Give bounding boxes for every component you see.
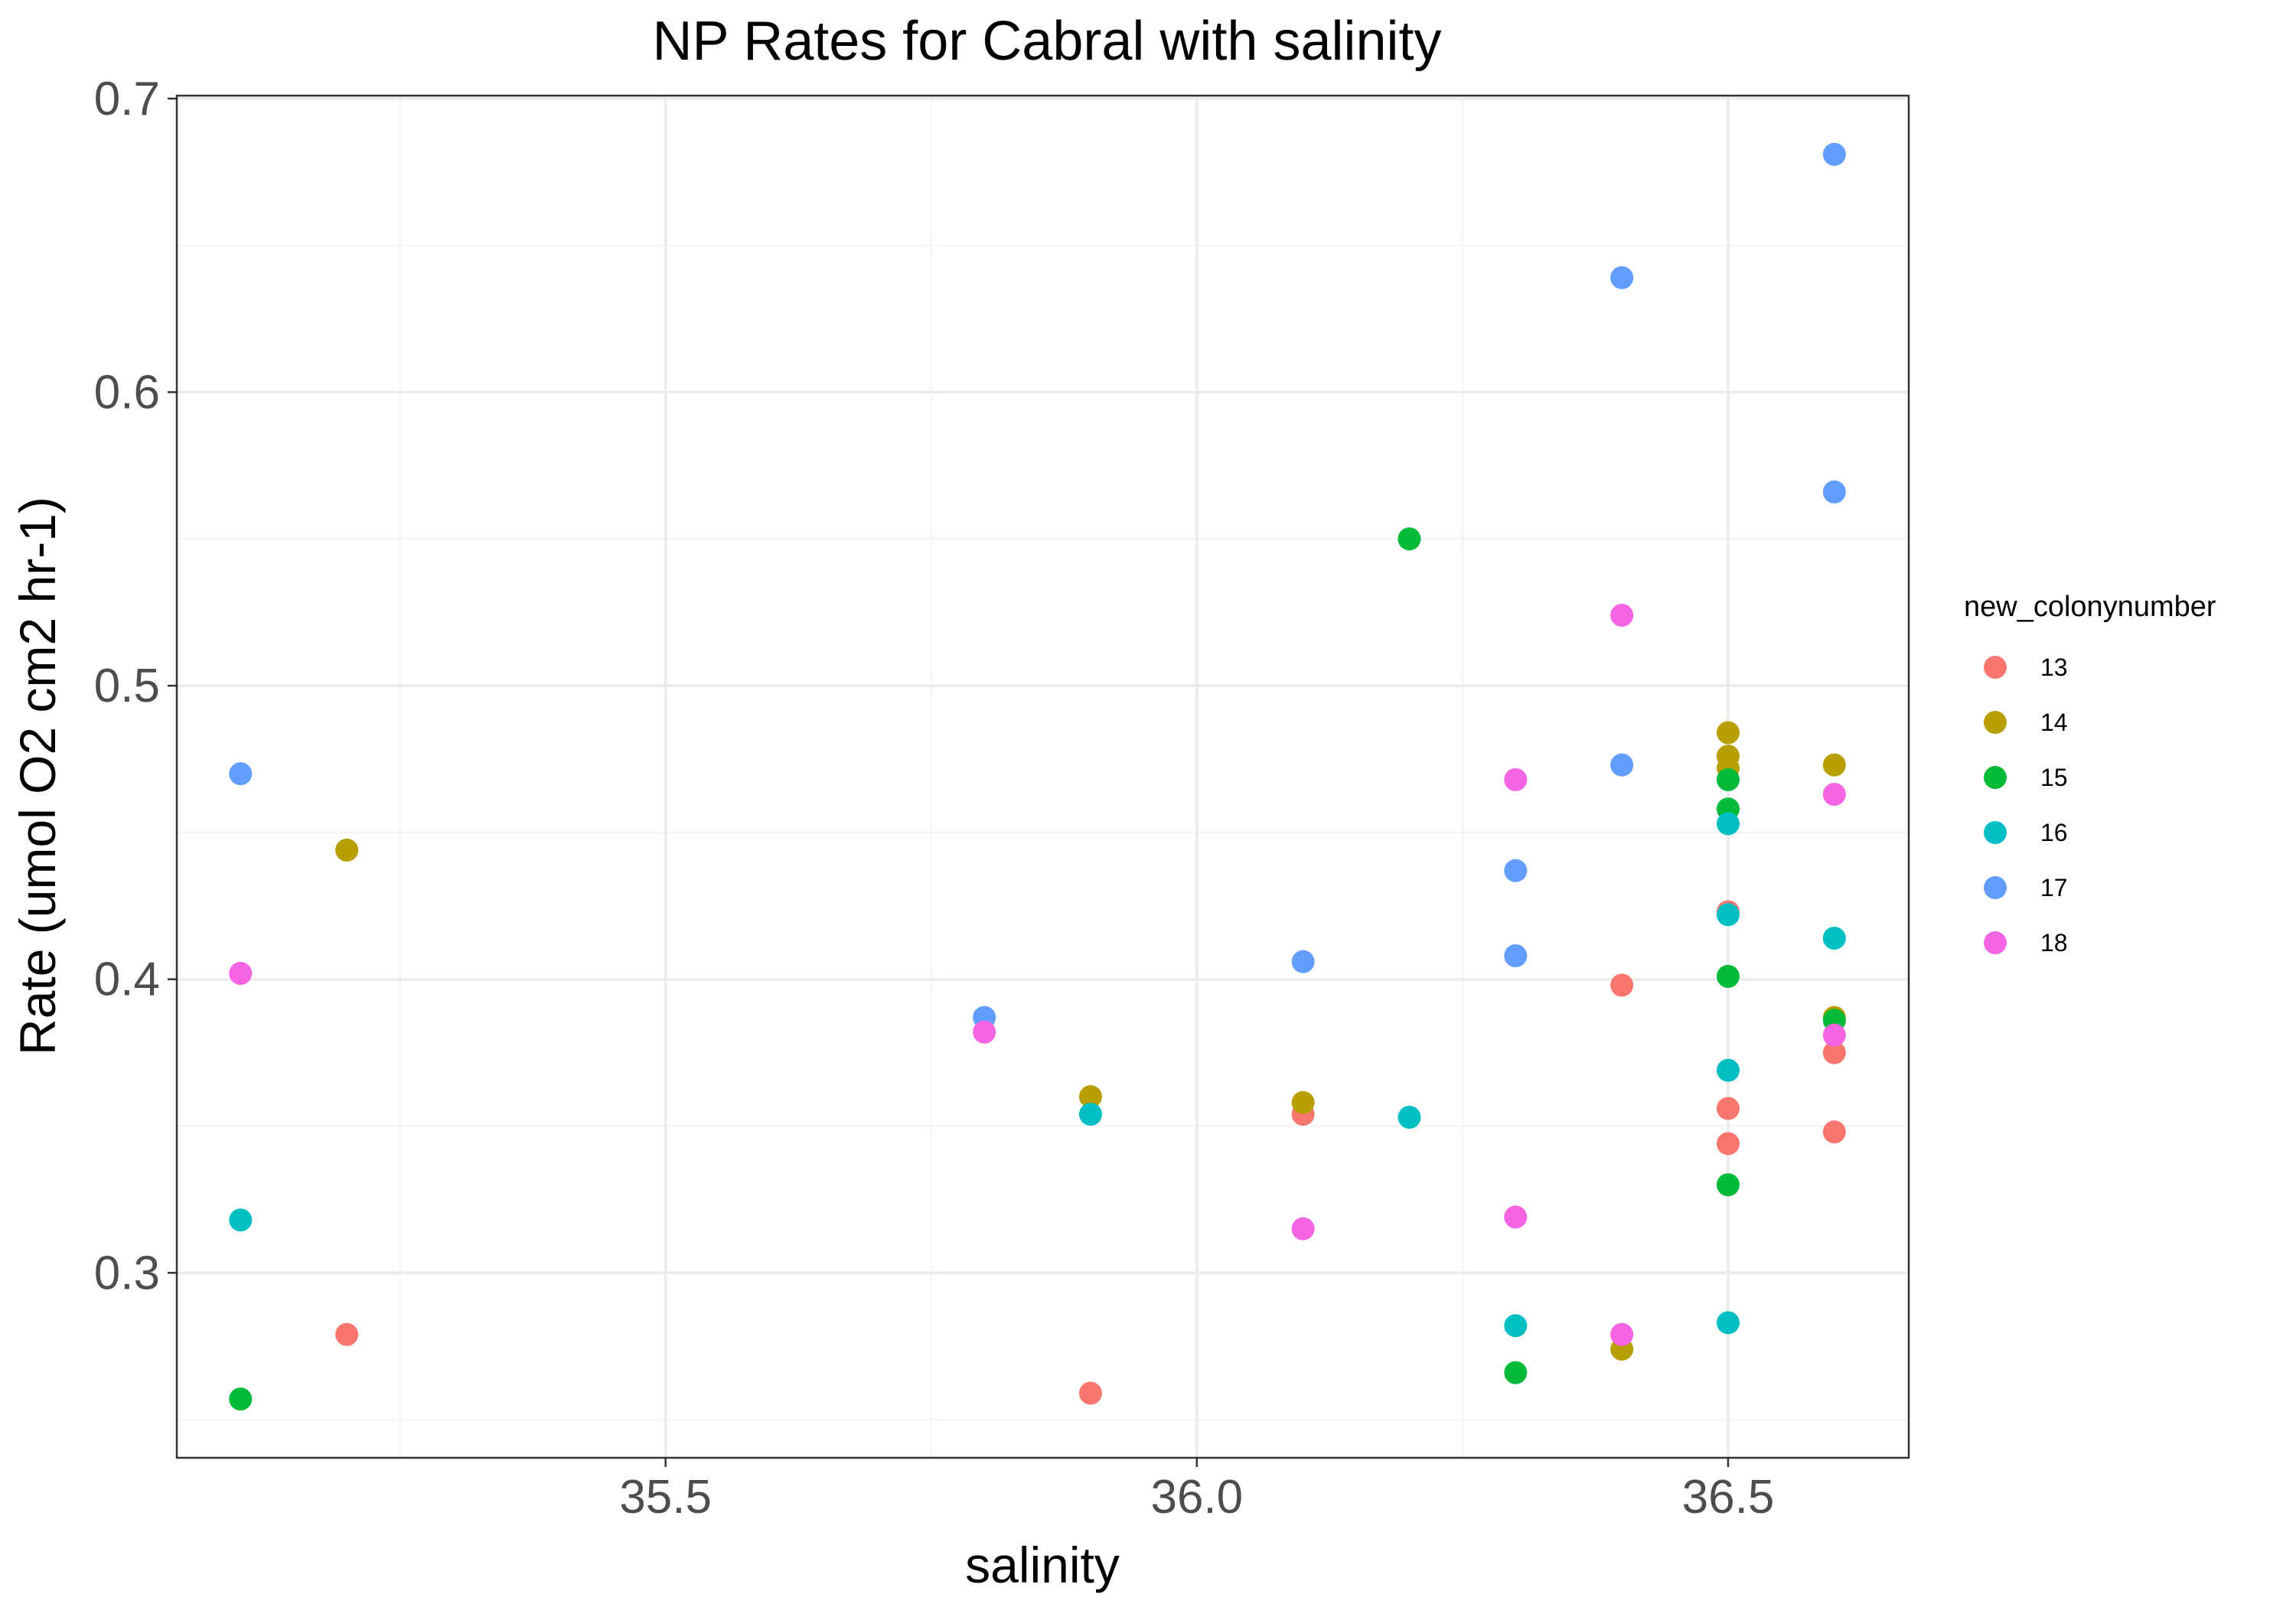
data-point <box>1504 1361 1528 1384</box>
plot-panel-border <box>175 94 1910 1459</box>
x-axis-title: salinity <box>965 1537 1120 1593</box>
legend-label: 16 <box>2040 819 2068 846</box>
data-point <box>1822 926 1846 950</box>
y-tick-label: 0.5 <box>94 660 160 712</box>
legend-key <box>1984 711 2007 734</box>
legend-item: 15 <box>1984 764 2068 791</box>
data-point <box>1504 944 1528 968</box>
scatter-points <box>229 142 1846 1411</box>
data-point <box>1504 1314 1528 1338</box>
data-point <box>1822 783 1846 807</box>
data-point <box>229 1387 253 1411</box>
data-point <box>1291 950 1315 973</box>
data-point <box>1716 721 1740 745</box>
legend-item: 14 <box>1984 709 2068 736</box>
data-point <box>1504 1205 1528 1229</box>
data-point <box>335 838 359 862</box>
data-point <box>1716 1097 1740 1120</box>
x-tick-label: 35.5 <box>619 1471 712 1524</box>
y-axis-title: Rate (umol O2 cm2 hr-1) <box>9 497 66 1055</box>
data-point <box>1716 1132 1740 1156</box>
y-tick-label: 0.7 <box>94 73 160 125</box>
data-point <box>1610 266 1634 289</box>
data-point <box>1610 973 1634 997</box>
legend-key <box>1984 766 2007 789</box>
data-point <box>335 1322 359 1346</box>
legend-label: 17 <box>2040 874 2068 901</box>
y-tick-label: 0.4 <box>94 953 160 1006</box>
data-point <box>1291 1217 1315 1240</box>
legend-key <box>1984 876 2007 899</box>
y-tick-label: 0.3 <box>94 1247 160 1299</box>
data-point <box>229 1208 253 1232</box>
data-point <box>1078 1103 1102 1126</box>
legend-item: 13 <box>1984 654 2068 681</box>
series-17 <box>229 142 1846 1029</box>
data-point <box>1822 480 1846 504</box>
series-16 <box>229 812 1846 1338</box>
x-tick-label: 36.5 <box>1682 1471 1775 1524</box>
data-point <box>1610 753 1634 777</box>
data-point <box>1822 1023 1846 1047</box>
data-point <box>1822 1041 1846 1064</box>
data-point <box>1716 1173 1740 1197</box>
data-point <box>1504 768 1528 791</box>
data-point <box>1716 812 1740 836</box>
legend-label: 15 <box>2040 764 2068 791</box>
legend-key <box>1984 821 2007 844</box>
legend-title: new_colonynumber <box>1964 591 2216 623</box>
data-point <box>1504 859 1528 882</box>
data-point <box>1610 1322 1634 1346</box>
data-point <box>1822 142 1846 166</box>
legend-key <box>1984 931 2007 954</box>
data-point <box>1078 1381 1102 1405</box>
data-point <box>1716 1058 1740 1082</box>
x-axis: 35.5 36.0 36.5 <box>619 1458 1774 1524</box>
series-18 <box>229 604 1846 1346</box>
data-point <box>1291 1090 1315 1114</box>
data-point <box>1397 527 1421 551</box>
data-point <box>229 762 253 786</box>
data-point <box>229 962 253 986</box>
x-tick-label: 36.0 <box>1150 1471 1243 1524</box>
series-15 <box>229 527 1846 1411</box>
legend-items: 13 14 15 16 17 18 <box>1984 654 2068 957</box>
legend-item: 18 <box>1984 929 2068 957</box>
data-point <box>1716 903 1740 927</box>
data-point <box>1822 753 1846 777</box>
legend: new_colonynumber 13 14 15 16 17 18 <box>1964 591 2216 957</box>
data-point <box>973 1020 996 1044</box>
data-point <box>1716 1311 1740 1335</box>
legend-item: 16 <box>1984 819 2068 846</box>
legend-key <box>1984 656 2007 679</box>
data-point <box>1397 1106 1421 1129</box>
data-point <box>1610 604 1634 627</box>
data-point <box>1078 1085 1102 1109</box>
chart-title: NP Rates for Cabral with salinity <box>652 11 1441 72</box>
legend-label: 18 <box>2040 929 2068 957</box>
y-axis: 0.3 0.4 0.5 0.6 0.7 <box>94 73 177 1299</box>
legend-label: 14 <box>2040 709 2068 736</box>
legend-label: 13 <box>2040 654 2068 681</box>
data-point <box>1716 964 1740 988</box>
y-tick-label: 0.6 <box>94 366 160 419</box>
plot-panel <box>177 96 1909 1458</box>
legend-item: 17 <box>1984 874 2068 901</box>
data-point <box>1822 1120 1846 1144</box>
data-point <box>1716 768 1740 791</box>
